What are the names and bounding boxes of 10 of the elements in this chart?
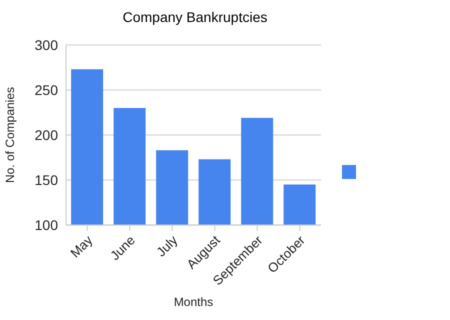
y-tick-label: 100 <box>34 216 58 233</box>
chart-title: Company Bankruptcies <box>122 9 268 25</box>
y-axis-title: No. of Companies <box>3 86 17 186</box>
x-axis-title: Months <box>172 295 214 309</box>
y-tick-label: 200 <box>34 126 58 143</box>
y-tick-label: 250 <box>34 82 58 98</box>
y-tick-label: 150 <box>34 172 58 188</box>
x-tick-label: July <box>153 232 181 260</box>
x-tick-label: May <box>67 232 96 260</box>
y-tick-label: 300 <box>34 36 58 53</box>
